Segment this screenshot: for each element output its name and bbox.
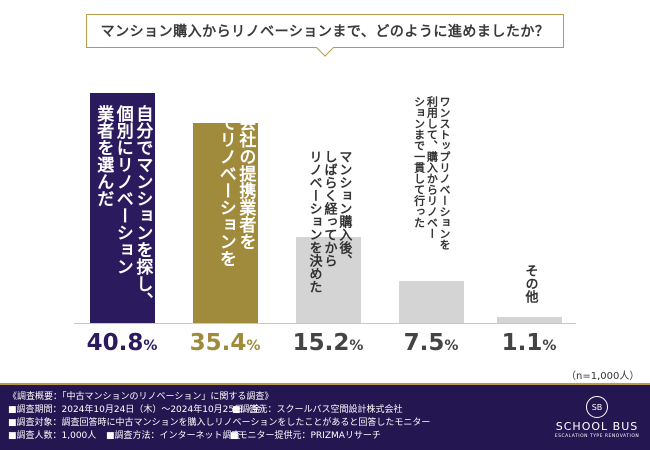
value-unit-2: % bbox=[246, 338, 261, 354]
bar-label-4: ワンストップリノベーションを 利用して、購入からリノベー ションまで一貫して行っ… bbox=[412, 96, 451, 250]
bar-label-5: その他 bbox=[522, 264, 538, 303]
question-title-box: マンション購入からリノベーションまで、どのように進めましたか？ bbox=[86, 14, 564, 57]
value-number-5: 1.1 bbox=[501, 330, 543, 356]
value-unit-4: % bbox=[444, 338, 459, 354]
bar-label-3: マンション購入後、 しばらく経ってから リノベーションを決めた bbox=[306, 150, 352, 293]
logo-subtitle: ESCALATION TYPE RENOVATION bbox=[554, 434, 640, 439]
footer-target: ■調査対象：調査回答時に中古マンションを購入しリノベーションをしたことがあると回… bbox=[8, 418, 431, 428]
footer-provider: ■モニター提供元：PRIZMAリサーチ bbox=[230, 431, 381, 441]
title-caret-icon bbox=[315, 38, 335, 57]
chart-baseline bbox=[74, 323, 576, 324]
school-bus-logo-icon: SB bbox=[586, 396, 608, 418]
footer-conductor: ■調査元：スクールバス空間設計株式会社 bbox=[232, 405, 403, 415]
sample-size-label: （n=1,000人） bbox=[566, 371, 640, 382]
footer-period: ■調査期間：2024年10月24日（木）〜2024年10月25日（金） bbox=[8, 405, 271, 415]
value-unit-3: % bbox=[349, 338, 364, 354]
value-label-3: 15.2% bbox=[278, 330, 378, 356]
question-title: マンション購入からリノベーションまで、どのように進めましたか？ bbox=[100, 24, 550, 40]
logo-name: SCHOOL BUS bbox=[555, 420, 639, 433]
footer-people: ■調査人数：1,000人 bbox=[8, 431, 97, 441]
value-number-2: 35.4 bbox=[189, 330, 247, 356]
value-label-1: 40.8% bbox=[72, 330, 172, 356]
value-unit-1: % bbox=[143, 338, 158, 354]
value-unit-5: % bbox=[542, 338, 557, 354]
survey-footer bbox=[0, 383, 650, 450]
bar-3 bbox=[295, 237, 361, 323]
value-label-5: 1.1% bbox=[479, 330, 579, 356]
bar-label-1: 自分でマンションを探し、 個別にリノベーション 業者を選んだ bbox=[93, 105, 153, 309]
footer-method: ■調査方法：インターネット調査 bbox=[106, 431, 241, 441]
footer-gold-line bbox=[0, 383, 650, 385]
value-number-1: 40.8 bbox=[86, 330, 144, 356]
bar-2 bbox=[192, 123, 258, 323]
bar-label-2: 不動産会社の提携業者を 利用してリノベーションを 行った bbox=[196, 63, 256, 268]
value-number-4: 7.5 bbox=[403, 330, 445, 356]
bar-5 bbox=[496, 316, 562, 323]
value-label-4: 7.5% bbox=[381, 330, 481, 356]
bar-1 bbox=[89, 93, 155, 323]
bar-4 bbox=[398, 280, 464, 323]
value-number-3: 15.2 bbox=[292, 330, 350, 356]
value-label-2: 35.4% bbox=[175, 330, 275, 356]
footer-heading: 《調査概要：「中古マンションのリノベーション」に関する調査》 bbox=[8, 392, 274, 402]
